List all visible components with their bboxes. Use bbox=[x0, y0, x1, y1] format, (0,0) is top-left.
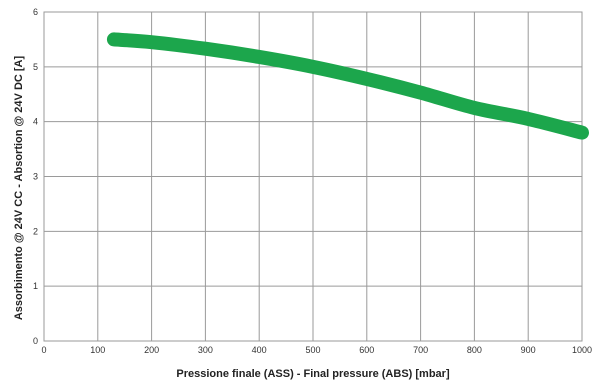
y-tick-label: 3 bbox=[33, 172, 38, 182]
series-line bbox=[106, 32, 589, 140]
y-axis-label: Assorbimento @ 24V CC - Absortion @ 24V … bbox=[13, 56, 25, 321]
x-axis-label: Pressione finale (ASS) - Final pressure … bbox=[176, 368, 450, 380]
x-tick-label: 500 bbox=[305, 345, 320, 355]
y-tick-label: 5 bbox=[33, 62, 38, 72]
x-tick-label: 200 bbox=[144, 345, 159, 355]
y-tick-label: 2 bbox=[33, 226, 38, 236]
x-tick-label: 400 bbox=[252, 345, 267, 355]
series-layer bbox=[106, 32, 589, 140]
x-tick-label: 700 bbox=[413, 345, 428, 355]
x-tick-label: 900 bbox=[521, 345, 536, 355]
x-tick-labels: 0 100 200 300 400 500 600 700 800 900 1000 bbox=[41, 345, 592, 355]
x-tick-label: 600 bbox=[359, 345, 374, 355]
x-tick-label: 0 bbox=[41, 345, 46, 355]
x-tick-label: 300 bbox=[198, 345, 213, 355]
x-tick-label: 800 bbox=[467, 345, 482, 355]
y-tick-label: 4 bbox=[33, 117, 38, 127]
y-tick-labels: 0 1 2 3 4 5 6 bbox=[33, 7, 38, 346]
y-tick-label: 6 bbox=[33, 7, 38, 17]
y-tick-label: 0 bbox=[33, 336, 38, 346]
y-tick-label: 1 bbox=[33, 281, 38, 291]
x-tick-label: 1000 bbox=[572, 345, 592, 355]
x-tick-label: 100 bbox=[90, 345, 105, 355]
